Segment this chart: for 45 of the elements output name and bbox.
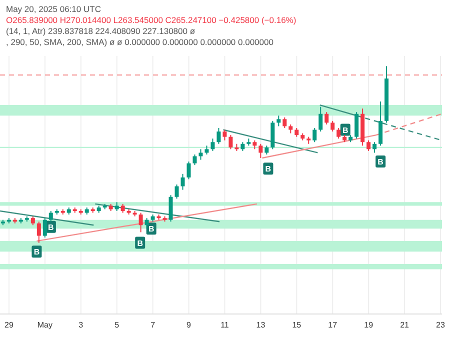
- x-tick-label: 5: [114, 320, 120, 330]
- candlestick: [180, 173, 185, 190]
- candlestick: [222, 129, 227, 141]
- x-tick-label: 3: [78, 320, 84, 330]
- x-tick-label: 17: [328, 320, 338, 330]
- x-tick-label: 13: [256, 320, 266, 330]
- x-tick-label: 23: [436, 320, 446, 330]
- candlestick: [210, 138, 215, 152]
- candlestick: [330, 120, 335, 132]
- x-tick-label: May: [37, 320, 53, 330]
- text: O265.839000 H270.014400 L263.545000 C265.247100 −0.425800 (−0.16%): [6, 15, 298, 26]
- x-tick-label: 21: [400, 320, 410, 330]
- candlestick: [336, 127, 341, 140]
- x-tick-label: 19: [364, 320, 374, 330]
- candlestick: [324, 112, 329, 125]
- candlestick: [36, 221, 41, 244]
- candlestick: [168, 194, 173, 222]
- candlestick: [258, 143, 263, 159]
- candlestick: [282, 116, 287, 128]
- candlestick: [192, 154, 197, 166]
- candlestick: [312, 127, 317, 143]
- x-tick-label: 9: [186, 320, 192, 330]
- candlestick: [186, 161, 191, 180]
- text: May 20, 2025 06:10 UTC: [6, 4, 102, 15]
- candlestick: [378, 100, 383, 146]
- candlestick: [216, 127, 221, 144]
- candlestick: [276, 115, 281, 127]
- annotation: B: [48, 222, 54, 232]
- candlestick: [48, 210, 53, 222]
- candlestick: [228, 134, 233, 150]
- x-tick-label: 11: [220, 320, 230, 330]
- candlestick: [318, 106, 323, 132]
- text: (14, 1, Atr) 239.837818 224.408090 227.130800 ø: [6, 26, 196, 37]
- candlestick: [366, 140, 371, 152]
- x-tick-label: 29: [4, 320, 14, 330]
- x-tick-label: 7: [150, 320, 156, 330]
- x-tick-label: 15: [292, 320, 302, 330]
- candlestick: [144, 218, 149, 230]
- candlestick: [174, 184, 179, 200]
- candlestick: [198, 148, 203, 160]
- candlestick: [138, 212, 143, 233]
- candlestick: [42, 218, 47, 238]
- candlestick: [372, 142, 377, 154]
- text: , 290, 50, SMA, 200, SMA) ø ø 0.000000 0.000000 0.000000 0.000000: [6, 37, 274, 48]
- candlestick: [354, 112, 359, 140]
